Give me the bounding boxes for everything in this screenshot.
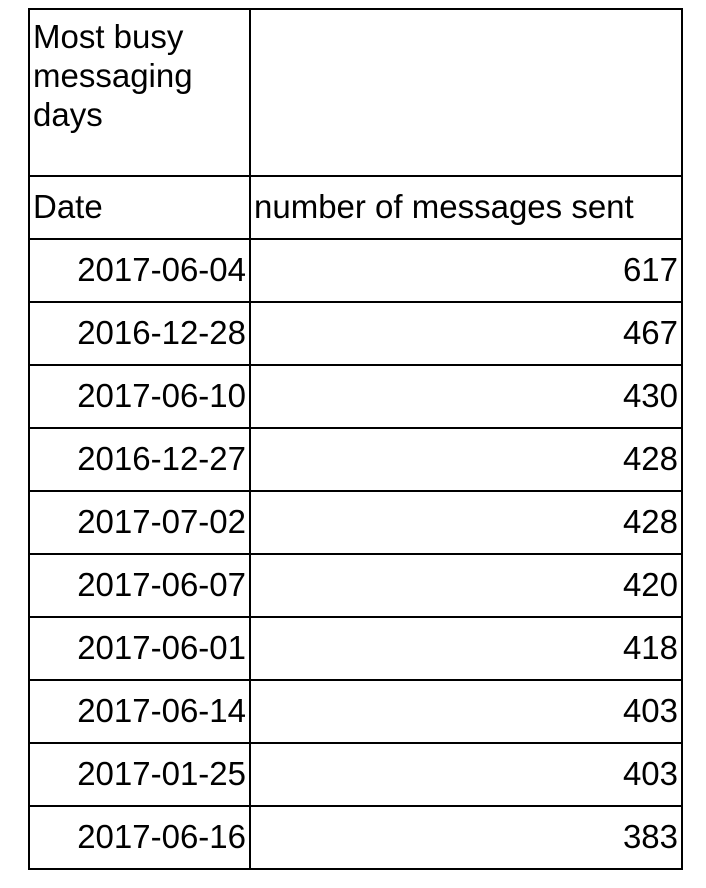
count-cell[interactable]: 428 bbox=[249, 490, 683, 555]
count-cell[interactable]: 430 bbox=[249, 364, 683, 429]
table-row: 2017-06-01 418 bbox=[28, 616, 683, 681]
date-column-header[interactable]: Date bbox=[28, 175, 251, 240]
table-body: Most busy messaging days Date number of … bbox=[28, 8, 683, 870]
date-cell[interactable]: 2016-12-27 bbox=[28, 427, 251, 492]
title-row: Most busy messaging days bbox=[28, 8, 683, 177]
title-cell[interactable]: Most busy messaging days bbox=[28, 8, 251, 177]
count-cell[interactable]: 403 bbox=[249, 679, 683, 744]
table-row: 2017-06-14 403 bbox=[28, 679, 683, 744]
title-right-cell[interactable] bbox=[249, 8, 683, 177]
header-row: Date number of messages sent bbox=[28, 175, 683, 240]
table-row: 2017-06-10 430 bbox=[28, 364, 683, 429]
count-cell[interactable]: 617 bbox=[249, 238, 683, 303]
count-cell[interactable]: 418 bbox=[249, 616, 683, 681]
count-cell[interactable]: 428 bbox=[249, 427, 683, 492]
date-cell[interactable]: 2016-12-28 bbox=[28, 301, 251, 366]
busy-days-table: Most busy messaging days Date number of … bbox=[28, 8, 683, 870]
date-cell[interactable]: 2017-01-25 bbox=[28, 742, 251, 807]
count-cell[interactable]: 403 bbox=[249, 742, 683, 807]
date-cell[interactable]: 2017-06-04 bbox=[28, 238, 251, 303]
table-row: 2016-12-28 467 bbox=[28, 301, 683, 366]
table-title: Most busy messaging days bbox=[33, 18, 193, 133]
date-cell[interactable]: 2017-06-07 bbox=[28, 553, 251, 618]
table-row: 2017-06-07 420 bbox=[28, 553, 683, 618]
date-cell[interactable]: 2017-07-02 bbox=[28, 490, 251, 555]
table-row: 2016-12-27 428 bbox=[28, 427, 683, 492]
count-cell[interactable]: 467 bbox=[249, 301, 683, 366]
table-row: 2017-07-02 428 bbox=[28, 490, 683, 555]
date-cell[interactable]: 2017-06-10 bbox=[28, 364, 251, 429]
date-cell[interactable]: 2017-06-16 bbox=[28, 805, 251, 870]
count-cell[interactable]: 420 bbox=[249, 553, 683, 618]
table-row: 2017-06-16 383 bbox=[28, 805, 683, 870]
table-row: 2017-06-04 617 bbox=[28, 238, 683, 303]
date-cell[interactable]: 2017-06-14 bbox=[28, 679, 251, 744]
count-cell[interactable]: 383 bbox=[249, 805, 683, 870]
count-column-header[interactable]: number of messages sent bbox=[249, 175, 683, 240]
table-row: 2017-01-25 403 bbox=[28, 742, 683, 807]
date-cell[interactable]: 2017-06-01 bbox=[28, 616, 251, 681]
